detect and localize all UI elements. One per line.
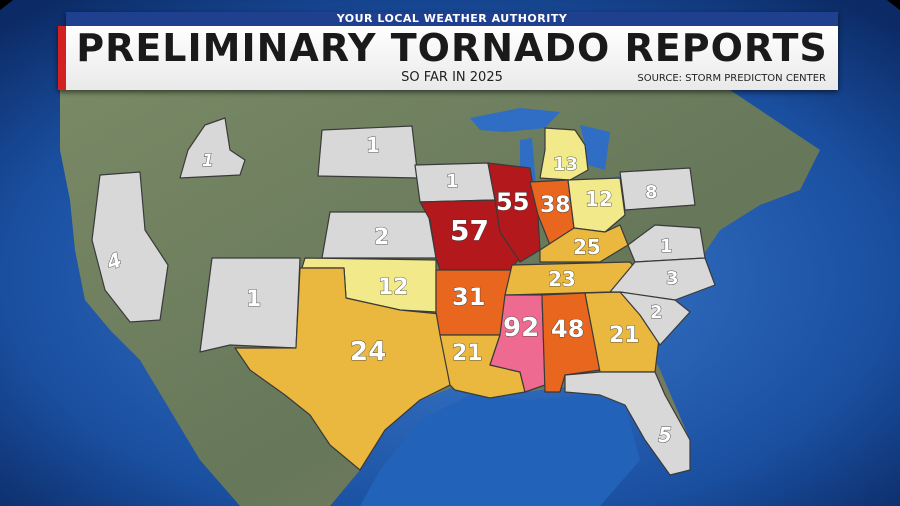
banner-panel xyxy=(58,26,838,90)
source-credit: SOURCE: STORM PREDICTON CENTER xyxy=(637,73,826,84)
label-iowa: 1 xyxy=(446,171,459,192)
state-ohio xyxy=(567,177,626,233)
label-indiana: 38 xyxy=(540,193,571,218)
label-tennessee: 23 xyxy=(548,267,576,291)
page-title: PRELIMINARY TORNADO REPORTS xyxy=(76,26,828,70)
label-louisiana: 21 xyxy=(452,341,483,366)
label-idaho: 1 xyxy=(202,151,214,171)
label-oklahoma: 12 xyxy=(378,275,409,300)
page-subtitle: SO FAR IN 2025 xyxy=(401,70,503,85)
label-kentucky: 25 xyxy=(573,235,601,259)
label-virginia: 1 xyxy=(660,236,673,257)
state-florida xyxy=(564,371,691,476)
state-michigan xyxy=(539,127,589,181)
banner-accent-bar xyxy=(58,26,66,90)
label-kansas: 2 xyxy=(374,225,389,250)
state-kentucky xyxy=(539,224,629,263)
label-michigan: 13 xyxy=(553,154,578,175)
label-texas: 24 xyxy=(350,337,386,367)
state-idaho xyxy=(179,117,246,179)
label-pennsylvania: 8 xyxy=(645,182,658,203)
label-alabama: 48 xyxy=(551,315,584,343)
state-pennsylvania xyxy=(619,167,696,211)
lake-huron xyxy=(580,125,610,170)
label-ohio: 12 xyxy=(585,187,613,211)
label-missouri: 57 xyxy=(450,214,489,247)
label-mississippi: 92 xyxy=(503,313,539,343)
state-south-carolina xyxy=(619,291,691,346)
state-virginia xyxy=(627,224,706,263)
gulf-of-mexico xyxy=(360,395,640,506)
lake-superior xyxy=(470,108,560,132)
label-florida: 5 xyxy=(658,423,672,447)
label-south-carolina: 2 xyxy=(650,302,663,323)
state-california xyxy=(91,171,169,323)
label-illinois: 55 xyxy=(496,188,529,216)
station-tagline: YOUR LOCAL WEATHER AUTHORITY xyxy=(66,12,838,26)
state-texas xyxy=(234,267,451,471)
state-new-mexico xyxy=(199,257,301,353)
label-north-carolina: 3 xyxy=(666,268,679,289)
label-arkansas: 31 xyxy=(452,283,485,311)
label-georgia: 21 xyxy=(609,323,640,348)
label-south-dakota: 1 xyxy=(366,133,380,157)
state-illinois xyxy=(487,162,541,263)
header-banner: YOUR LOCAL WEATHER AUTHORITY PRELIMINARY… xyxy=(58,12,838,90)
label-new-mexico: 1 xyxy=(246,287,261,312)
states-layer xyxy=(91,117,716,476)
